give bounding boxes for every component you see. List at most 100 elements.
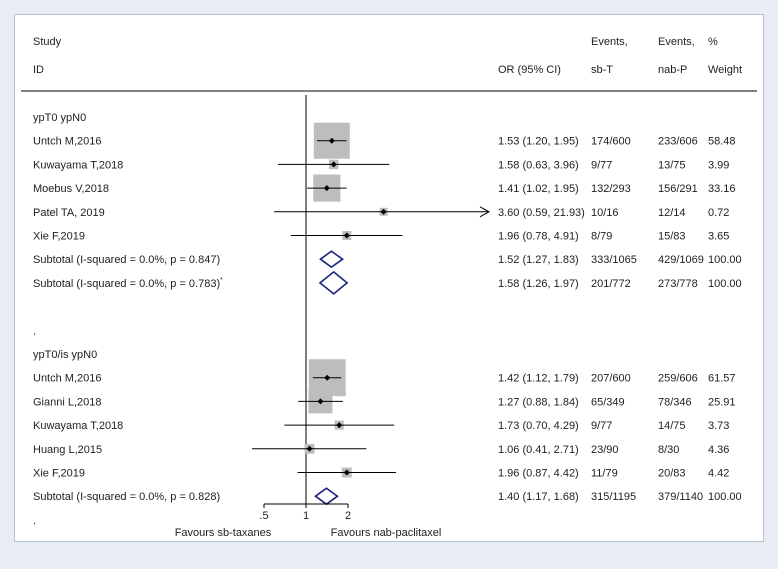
table-header: Study ID OR (95% CI) Events, sb-T Events… (33, 36, 742, 76)
ci-text: 1.52 (1.27, 1.83) (498, 254, 579, 266)
events-nabp: 379/1140 (658, 491, 703, 503)
events-nabp: 12/14 (658, 207, 686, 219)
forest-plot-frame: Study ID OR (95% CI) Events, sb-T Events… (14, 14, 764, 542)
point-estimate (336, 422, 343, 429)
header-id: ID (33, 64, 44, 76)
ci-text: 1.41 (1.02, 1.95) (498, 183, 579, 195)
events-nabp: 14/75 (658, 420, 686, 432)
forest-plot: Study ID OR (95% CI) Events, sb-T Events… (21, 36, 757, 539)
point-estimate (317, 398, 324, 405)
header-or: OR (95% CI) (498, 64, 561, 76)
row-label: Subtotal (I-squared = 0.0%, p = 0.783)* (33, 277, 223, 290)
row-label: Untch M,2016 (33, 373, 101, 385)
row-label: Huang L,2015 (33, 444, 102, 456)
events-sbt: 11/79 (591, 468, 618, 480)
header-nabp: nab-P (658, 64, 687, 76)
ci-text: 1.06 (0.41, 2.71) (498, 444, 579, 456)
events-nabp: 233/606 (658, 136, 698, 148)
ci-text: 3.60 (0.59, 21.93) (498, 207, 585, 219)
weight-value: 3.73 (708, 420, 729, 432)
weight-value: 3.65 (708, 231, 729, 243)
weight-value: 100.00 (708, 491, 742, 503)
weight-value: 0.72 (708, 207, 729, 219)
row-label: Subtotal (I-squared = 0.0%, p = 0.847) (33, 254, 220, 266)
point-estimate (330, 161, 337, 168)
events-sbt: 8/79 (591, 231, 612, 243)
weight-value: 100.00 (708, 254, 742, 266)
events-sbt: 9/77 (591, 159, 612, 171)
row-label: . (33, 325, 36, 337)
ci-text: 1.96 (0.87, 4.42) (498, 468, 579, 480)
point-estimate (306, 445, 313, 452)
row-label: Subtotal (I-squared = 0.0%, p = 0.828) (33, 491, 220, 503)
header-study: Study (33, 36, 62, 48)
weight-value: 100.00 (708, 278, 742, 290)
favours-right-label: Favours nab-paclitaxel (331, 527, 442, 539)
row-label: . (33, 515, 36, 527)
events-nabp: 78/346 (658, 396, 692, 408)
weight-value: 3.99 (708, 159, 729, 171)
ci-text: 1.40 (1.17, 1.68) (498, 491, 579, 503)
row-label: Xie F,2019 (33, 231, 85, 243)
favours-left-label: Favours sb-taxanes (175, 527, 272, 539)
events-nabp: 20/83 (658, 468, 686, 480)
x-axis: .5 1 2 Favours sb-taxanes Favours nab-paclit… (175, 503, 442, 539)
events-nabp: 156/291 (658, 183, 698, 195)
header-pct: % (708, 36, 718, 48)
events-sbt: 174/600 (591, 136, 631, 148)
row-label: Kuwayama T,2018 (33, 420, 123, 432)
point-estimate (343, 232, 350, 239)
point-estimate (323, 185, 330, 192)
row-label: ypT0/is ypN0 (33, 349, 97, 361)
header-events-sbt: Events, (591, 36, 628, 48)
ci-text: 1.27 (0.88, 1.84) (498, 396, 579, 408)
weight-value: 33.16 (708, 183, 736, 195)
header-sbt: sb-T (591, 64, 613, 76)
weight-value: 4.42 (708, 468, 729, 480)
weight-value: 61.57 (708, 373, 736, 385)
weight-value: 58.48 (708, 136, 736, 148)
row-label: Moebus V,2018 (33, 183, 109, 195)
events-sbt: 65/349 (591, 396, 625, 408)
events-sbt: 315/1195 (591, 491, 636, 503)
events-sbt: 207/600 (591, 373, 631, 385)
x-tick-label: 2 (345, 510, 351, 522)
events-nabp: 273/778 (658, 278, 698, 290)
ci-text: 1.58 (0.63, 3.96) (498, 159, 579, 171)
point-estimate (380, 208, 387, 215)
pooled-diamond (314, 487, 339, 506)
point-estimate (324, 374, 331, 381)
events-nabp: 8/30 (658, 444, 679, 456)
row-label: Patel TA, 2019 (33, 207, 105, 219)
row-label-superscript: * (220, 277, 223, 284)
x-tick-label: .5 (259, 510, 268, 522)
weight-value: 4.36 (708, 444, 729, 456)
pooled-diamond (319, 250, 344, 269)
events-sbt: 9/77 (591, 420, 612, 432)
ci-arrow (479, 206, 491, 218)
row-label: Gianni L,2018 (33, 396, 102, 408)
row-label: Xie F,2019 (33, 468, 85, 480)
ci-text: 1.96 (0.78, 4.91) (498, 231, 579, 243)
pooled-diamond (318, 270, 349, 295)
events-sbt: 132/293 (591, 183, 631, 195)
header-events-nabp: Events, (658, 36, 695, 48)
ci-text: 1.53 (1.20, 1.95) (498, 136, 579, 148)
row-label: Kuwayama T,2018 (33, 159, 123, 171)
point-estimate (328, 137, 335, 144)
row-label: ypT0 ypN0 (33, 112, 86, 124)
events-nabp: 15/83 (658, 231, 686, 243)
ci-text: 1.73 (0.70, 4.29) (498, 420, 579, 432)
weight-value: 25.91 (708, 396, 736, 408)
ci-text: 1.42 (1.12, 1.79) (498, 373, 579, 385)
x-tick-label: 1 (303, 510, 309, 522)
events-sbt: 201/772 (591, 278, 631, 290)
header-weight: Weight (708, 64, 742, 76)
events-sbt: 10/16 (591, 207, 619, 219)
events-nabp: 259/606 (658, 373, 698, 385)
events-nabp: 13/75 (658, 159, 686, 171)
events-sbt: 333/1065 (591, 254, 637, 266)
ci-text: 1.58 (1.26, 1.97) (498, 278, 579, 290)
point-estimate (343, 469, 350, 476)
